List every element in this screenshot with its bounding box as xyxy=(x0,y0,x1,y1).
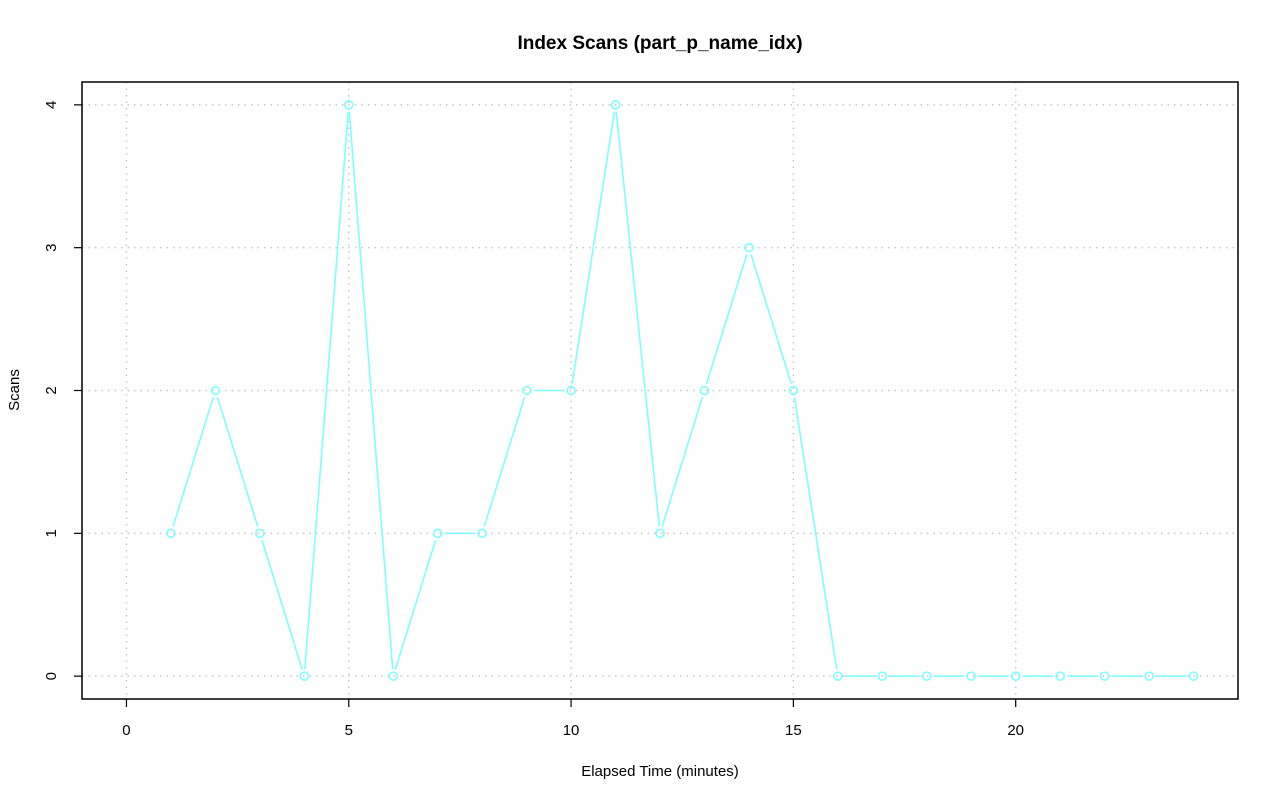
series-line-segment xyxy=(483,396,526,527)
x-axis: 0 5 10 15 20 xyxy=(122,699,1024,739)
data-point xyxy=(699,385,710,396)
series-line-segment xyxy=(304,111,350,670)
series-line-segment xyxy=(261,539,303,670)
series-line-segment xyxy=(571,111,616,384)
y-tick-label: 3 xyxy=(43,244,60,252)
series-line-segment xyxy=(172,396,215,527)
grid-lines xyxy=(82,82,1238,699)
series-line-segment xyxy=(216,396,259,527)
series-line-segment xyxy=(750,254,793,385)
series-layer xyxy=(166,100,1199,681)
data-point xyxy=(966,671,977,681)
chart-title: Index Scans (part_p_name_idx) xyxy=(517,33,802,54)
data-point xyxy=(210,385,221,396)
data-point xyxy=(877,671,888,681)
x-axis-label: Elapsed Time (minutes) xyxy=(581,763,739,780)
series-line-segment xyxy=(661,396,704,527)
data-point xyxy=(1010,671,1021,681)
y-tick-label: 1 xyxy=(43,529,60,537)
data-point xyxy=(566,385,576,396)
x-tick-label: 5 xyxy=(345,722,353,739)
data-point xyxy=(166,528,176,539)
data-point xyxy=(255,528,265,539)
series-line-segment xyxy=(705,254,748,385)
y-axis-label: Scans xyxy=(6,369,23,411)
data-point xyxy=(833,671,843,681)
data-point xyxy=(521,385,532,396)
data-point xyxy=(744,242,754,253)
y-axis: 0 1 2 3 4 xyxy=(43,101,82,680)
x-tick-label: 10 xyxy=(563,722,580,739)
data-point xyxy=(610,100,621,110)
y-tick-label: 4 xyxy=(43,101,60,109)
data-point xyxy=(1144,671,1154,681)
data-point xyxy=(299,671,310,681)
data-point xyxy=(477,528,487,539)
data-point xyxy=(388,671,399,681)
data-point xyxy=(1099,671,1110,681)
data-point xyxy=(432,528,443,539)
series-line-segment xyxy=(394,539,437,670)
data-point xyxy=(1055,671,1065,681)
series-line-segment xyxy=(793,397,838,670)
data-point xyxy=(1188,671,1199,681)
series-line-segment xyxy=(615,111,661,527)
y-tick-label: 2 xyxy=(43,386,60,394)
x-tick-label: 20 xyxy=(1007,722,1024,739)
data-point xyxy=(921,671,932,681)
x-tick-label: 15 xyxy=(785,722,802,739)
data-point xyxy=(655,528,665,539)
data-point xyxy=(343,100,354,110)
data-point xyxy=(788,385,799,396)
series-line-segment xyxy=(348,111,394,670)
x-tick-label: 0 xyxy=(122,722,130,739)
y-tick-label: 0 xyxy=(43,672,60,680)
